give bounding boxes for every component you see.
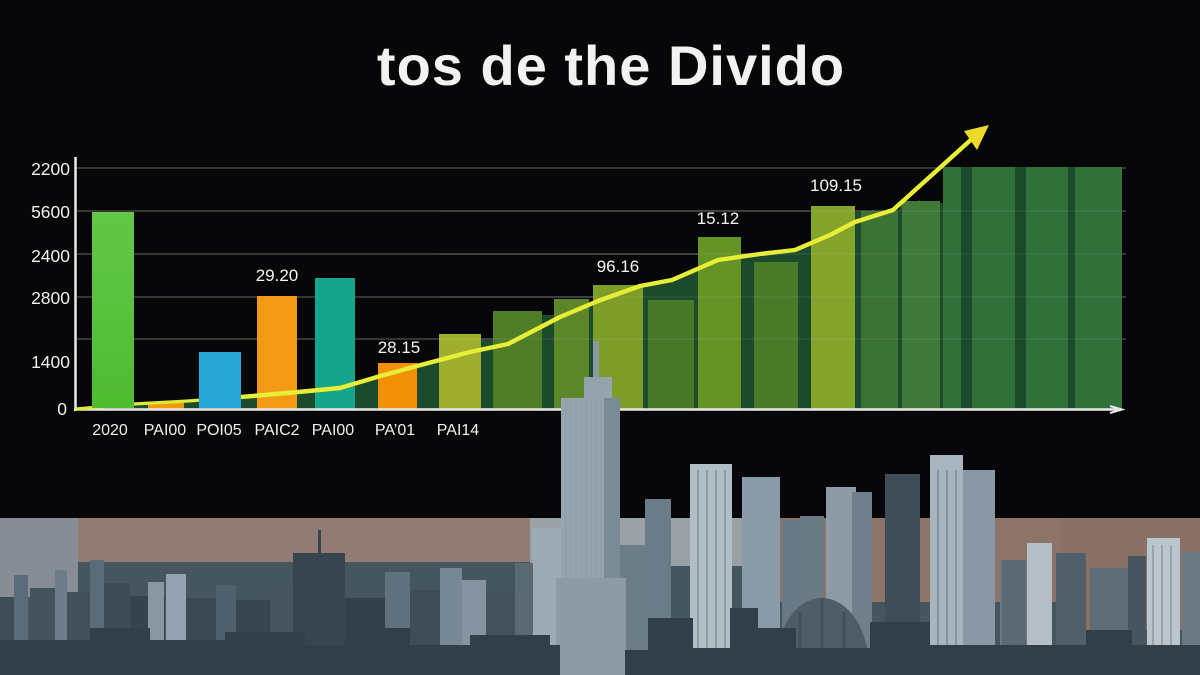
svg-text:109.15: 109.15 <box>810 176 862 195</box>
svg-text:1400: 1400 <box>31 352 70 372</box>
svg-text:28.15: 28.15 <box>378 338 421 357</box>
svg-text:2200: 2200 <box>31 159 70 179</box>
svg-text:0: 0 <box>57 399 67 419</box>
svg-text:2400: 2400 <box>31 246 70 266</box>
svg-text:PAI00: PAI00 <box>144 422 187 439</box>
svg-text:5600: 5600 <box>31 202 70 222</box>
svg-text:PA’01: PA’01 <box>375 422 415 439</box>
svg-text:PAI14: PAI14 <box>437 422 480 439</box>
svg-text:PAIC2: PAIC2 <box>254 422 299 439</box>
svg-text:tos de the Divido: tos de the Divido <box>377 34 845 97</box>
svg-text:PAI00: PAI00 <box>312 422 355 439</box>
svg-text:29.20: 29.20 <box>256 266 299 285</box>
svg-text:POI05: POI05 <box>196 422 241 439</box>
svg-text:15.12: 15.12 <box>697 209 740 228</box>
svg-text:96.16: 96.16 <box>597 257 640 276</box>
svg-text:2020: 2020 <box>92 422 128 439</box>
svg-text:2800: 2800 <box>31 288 70 308</box>
